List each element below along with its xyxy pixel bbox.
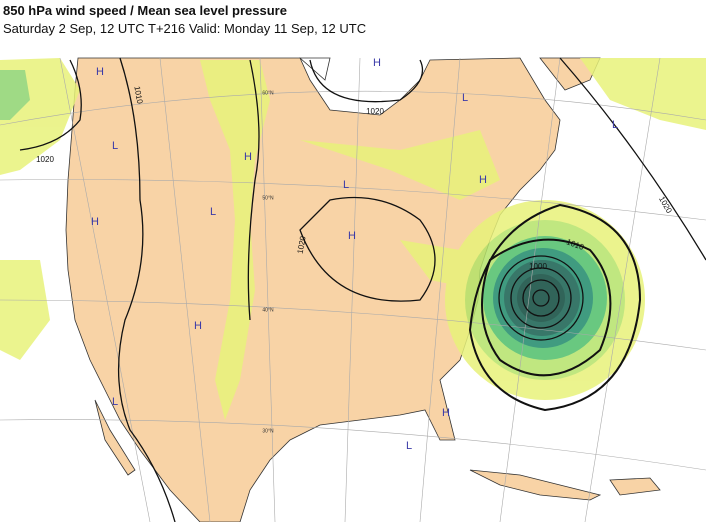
pressure-center: H [194,320,202,332]
pressure-center: H [479,174,487,186]
pressure-center: H [373,57,381,69]
pressure-center: L [343,179,349,191]
header: 850 hPa wind speed / Mean sea level pres… [3,2,366,38]
pressure-center: H [348,230,356,242]
subtitle: Saturday 2 Sep, 12 UTC T+216 Valid: Mond… [3,21,367,36]
pressure-center: H [244,151,252,163]
wind-shading [0,58,706,420]
isobar-label: 1000 [529,262,547,271]
isobar-label: 1020 [36,155,54,164]
pressure-center: L [210,206,216,218]
pressure-center: L [112,140,118,152]
pressure-center: L [462,92,468,104]
isobar-label: 1020 [366,107,384,116]
pressure-center: L [112,396,118,408]
isobar-label: 1010 [132,85,144,105]
pressure-center: L [406,440,412,452]
latitude-label: 40°N [262,307,274,313]
pressure-center: H [96,66,104,78]
pressure-center: H [442,407,450,419]
title: 850 hPa wind speed / Mean sea level pres… [3,3,287,18]
pressure-center: L [612,119,618,131]
pressure-center: H [91,216,99,228]
isobars [19,57,706,522]
latitude-label: 50°N [262,195,274,201]
latitude-label: 60°N [262,90,274,96]
isobar-label: 1020 [296,235,308,255]
latitude-label: 30°N [262,428,274,434]
